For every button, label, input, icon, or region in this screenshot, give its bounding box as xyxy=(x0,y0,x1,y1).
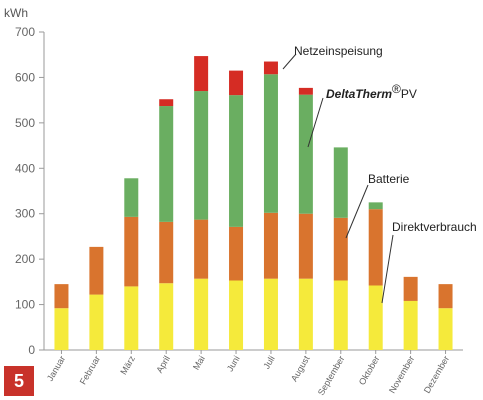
y-tick-label: 100 xyxy=(15,298,35,312)
bar-segment xyxy=(54,284,69,309)
bar-segment xyxy=(229,226,244,281)
bar-segment xyxy=(159,283,174,350)
bar-segment xyxy=(54,308,69,350)
bar-segment xyxy=(298,213,313,279)
x-tick-label: Januar xyxy=(45,354,67,383)
bar-segment xyxy=(438,308,453,350)
annotation-deltatherm-sup: ® xyxy=(392,82,401,96)
y-tick-label: 0 xyxy=(28,343,35,357)
annotation-leader-direktverbrauch xyxy=(381,234,394,304)
x-tick-label: September xyxy=(316,354,347,397)
annotation-leader-netzeinspeisung xyxy=(282,53,297,70)
annotation-leader-batterie xyxy=(345,184,369,239)
annotation-leader-deltatherm xyxy=(307,97,324,148)
annotation-netzeinspeisung: Netzeinspeisung xyxy=(294,44,383,58)
y-axis-unit-label: kWh xyxy=(4,6,28,20)
x-tick-label: August xyxy=(289,354,312,384)
y-tick-label: 700 xyxy=(15,25,35,39)
bars xyxy=(54,56,453,350)
bar-segment xyxy=(368,202,383,210)
bar-segment xyxy=(229,280,244,350)
bar-segment xyxy=(229,95,244,227)
x-tick-label: November xyxy=(387,354,416,395)
y-tick-label: 500 xyxy=(15,116,35,130)
bar-segment xyxy=(194,56,209,92)
annotations: Netzeinspeisung DeltaTherm®PV Batterie D… xyxy=(282,44,477,304)
bar-segment xyxy=(333,280,348,350)
x-tick-label: Mai xyxy=(191,354,207,372)
bar-segment xyxy=(194,219,209,279)
figure-number-badge: 5 xyxy=(4,366,34,396)
bar-segment xyxy=(124,286,139,350)
bar-segment xyxy=(229,70,244,96)
x-tick-label: Juli xyxy=(261,354,276,371)
bar-segment xyxy=(298,87,313,95)
bar-segment xyxy=(89,294,104,350)
bar-segment xyxy=(159,99,174,107)
bar-segment xyxy=(263,74,278,213)
bar-segment xyxy=(333,147,348,218)
x-tick-label: April xyxy=(154,354,172,375)
bar-segment xyxy=(263,61,278,75)
bar-segment xyxy=(124,178,139,217)
x-tick-label: März xyxy=(118,354,137,377)
bar-segment xyxy=(333,217,348,281)
bar-segment xyxy=(368,209,383,286)
y-tick-label: 600 xyxy=(15,70,35,84)
x-axis-labels: Januar Februar März April Mai Juni Juli August S… xyxy=(45,350,451,397)
bar-segment xyxy=(368,285,383,350)
annotation-direktverbrauch: Direktverbrauch xyxy=(392,220,477,234)
bar-segment xyxy=(263,278,278,350)
bar-segment xyxy=(298,94,313,214)
x-tick-label: Februar xyxy=(78,354,102,386)
y-tick-label: 400 xyxy=(15,161,35,175)
bar-segment xyxy=(263,212,278,279)
bar-segment xyxy=(89,246,104,295)
bar-segment xyxy=(159,106,174,222)
bar-segment xyxy=(159,221,174,284)
annotation-deltatherm-name: DeltaTherm xyxy=(326,87,392,101)
y-tick-label: 200 xyxy=(15,252,35,266)
x-tick-label: Dezember xyxy=(422,354,451,395)
x-tick-label: Oktober xyxy=(357,354,382,387)
bar-segment xyxy=(403,276,418,301)
x-tick-label: Juni xyxy=(225,354,242,373)
annotation-deltatherm: DeltaTherm®PV xyxy=(326,82,417,101)
bar-segment xyxy=(194,91,209,220)
bar-segment xyxy=(438,284,453,309)
annotation-deltatherm-suffix: PV xyxy=(401,87,417,101)
bar-segment xyxy=(298,278,313,350)
bar-segment xyxy=(124,216,139,287)
y-tick-label: 300 xyxy=(15,207,35,221)
bar-segment xyxy=(403,300,418,350)
y-axis-ticks: 0 100 200 300 400 500 600 700 xyxy=(15,25,44,357)
bar-segment xyxy=(194,278,209,350)
annotation-batterie: Batterie xyxy=(368,172,410,186)
